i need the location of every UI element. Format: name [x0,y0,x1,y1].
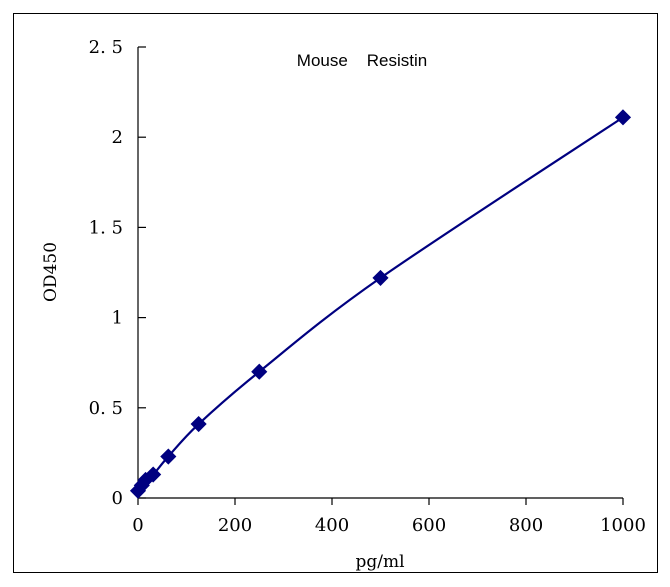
chart-frame [13,13,658,573]
y-ticks: 0 0. 5 1 1. 5 2 2. 5 [89,37,146,509]
axes [137,47,623,499]
x-tick-label: 1000 [600,515,646,536]
series-curve [137,116,624,492]
data-point [614,109,632,126]
data-point [372,269,389,286]
x-tick-label: 0 [132,515,143,536]
y-tick-label: 0 [112,488,123,509]
y-tick-label: 0. 5 [89,398,123,419]
y-tick-label: 1 [112,308,123,329]
x-ticks: 0 200 400 600 800 1000 [132,498,646,536]
x-tick-label: 400 [315,515,349,536]
data-point [251,363,268,380]
x-axis-label: pg/ml [355,552,404,572]
data-point [160,448,177,465]
chart-title: Mouse Resistin [297,51,427,70]
y-axis-label: OD450 [41,242,61,302]
data-point [190,415,207,433]
y-tick-label: 2 [112,127,123,148]
y-tick-label: 1. 5 [89,217,123,238]
data-point [145,466,162,483]
x-tick-label: 800 [509,515,543,536]
y-tick-label: 2. 5 [89,37,123,58]
series-markers [129,109,632,499]
x-tick-label: 200 [218,515,252,536]
x-tick-label: 600 [412,515,446,536]
